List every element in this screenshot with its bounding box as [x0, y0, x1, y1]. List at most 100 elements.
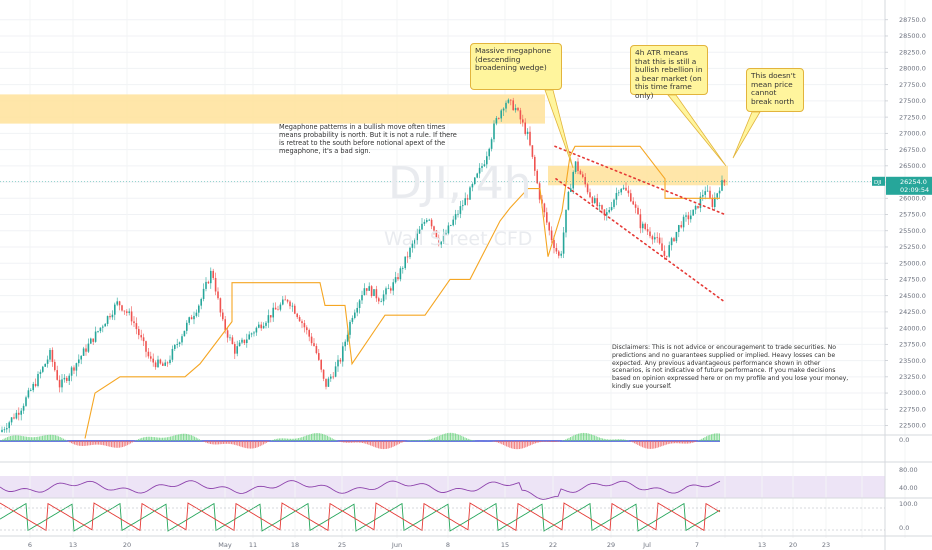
- candle-body: [488, 148, 490, 157]
- candle-body: [282, 299, 284, 305]
- price-tick-label: 24500.0: [899, 292, 926, 300]
- time-tick-label: May: [218, 541, 232, 549]
- candle-body: [250, 333, 253, 335]
- candle-body: [90, 338, 92, 344]
- atr-note[interactable]: 4h ATR means that this is still a bullis…: [630, 45, 708, 100]
- candle-body: [224, 319, 226, 331]
- candle-body: [452, 219, 454, 226]
- candle-body: [176, 344, 178, 345]
- candle-body: [78, 359, 80, 364]
- candle-body: [166, 362, 169, 364]
- candle-body: [217, 291, 219, 299]
- candle-body: [234, 344, 236, 354]
- candle-body: [34, 383, 37, 386]
- candle-body: [500, 110, 502, 119]
- candle-body: [483, 164, 486, 167]
- candle-body: [267, 315, 270, 323]
- price-tick-label: 28250.0: [899, 48, 926, 56]
- candle-body: [270, 315, 272, 318]
- candle-body: [8, 422, 10, 429]
- candle-body: [219, 298, 222, 313]
- candle-body: [320, 359, 322, 370]
- candle-body: [567, 191, 570, 210]
- candle-body: [42, 366, 44, 372]
- price-tick-label: 26750.0: [899, 146, 926, 154]
- candle-body: [685, 215, 687, 217]
- price-tick-label: 25500.0: [899, 227, 926, 235]
- candle-body: [548, 222, 550, 231]
- candle-body: [87, 343, 90, 352]
- price-tick-label: 25750.0: [899, 211, 926, 219]
- resistance-zone-right: [548, 165, 728, 186]
- candle-body: [186, 322, 188, 331]
- candle-body: [330, 376, 332, 379]
- candle-body: [723, 180, 726, 183]
- price-tick-label: 27000.0: [899, 130, 926, 138]
- candle-body: [390, 288, 392, 291]
- candle-body: [594, 198, 596, 203]
- candle-body: [471, 183, 474, 188]
- pattern-annotation[interactable]: Megaphone patterns in a bullish move oft…: [279, 123, 457, 155]
- candlestick-series: [1, 97, 726, 433]
- candle-body: [130, 311, 133, 322]
- price-tick-label: 27750.0: [899, 81, 926, 89]
- candle-body: [121, 305, 123, 311]
- candle-body: [68, 375, 70, 381]
- candle-body: [238, 342, 241, 347]
- candle-body: [318, 353, 320, 360]
- north-note-pointer: [732, 111, 761, 159]
- price-axis[interactable]: 28750.0 28500.0 28250.0 28000.0 27750.0 27500…: [885, 16, 926, 430]
- candle-body: [363, 288, 366, 296]
- candle-body: [296, 313, 298, 318]
- candle-body: [25, 397, 27, 406]
- candle-body: [718, 190, 721, 194]
- candle-body: [142, 337, 145, 342]
- resistance-zone-left: [0, 94, 545, 124]
- candle-body: [1, 429, 3, 432]
- time-tick-label: 13: [69, 541, 77, 549]
- candle-body: [102, 326, 104, 328]
- candle-body: [3, 429, 6, 431]
- candle-body: [51, 349, 54, 362]
- candle-body: [517, 108, 519, 111]
- north-note[interactable]: This doesn't mean price cannot break nor…: [746, 68, 804, 112]
- candle-body: [46, 359, 49, 364]
- price-tick-label: 24000.0: [899, 324, 926, 332]
- megaphone-note[interactable]: Massive megaphone (descending broadening…: [470, 43, 562, 90]
- candle-body: [298, 317, 301, 322]
- candle-body: [663, 250, 666, 256]
- candle-body: [565, 209, 567, 233]
- candle-body: [339, 359, 342, 362]
- candle-body: [231, 337, 234, 345]
- candle-body: [75, 363, 78, 371]
- candle-body: [58, 379, 61, 388]
- candle-body: [92, 338, 94, 342]
- time-axis[interactable]: 6 13 20 May 11 18 25 Jun 8 15 22 29 Jul 7 13 20 23: [28, 541, 830, 549]
- indicator-axes: 0.0 80.00 40.00 100.0 0.0: [899, 436, 918, 532]
- candle-body: [654, 237, 656, 240]
- price-tick-label: 28000.0: [899, 65, 926, 73]
- candle-body: [582, 174, 584, 178]
- candle-body: [562, 232, 565, 254]
- candle-body: [704, 191, 706, 195]
- candle-body: [243, 339, 246, 344]
- candle-body: [56, 370, 58, 380]
- candle-body: [310, 336, 313, 344]
- price-tick-label: 23000.0: [899, 389, 926, 397]
- time-tick-label: 6: [28, 541, 32, 549]
- indicator-tick-label: 80.00: [899, 466, 918, 474]
- symbol-tag-box: [872, 176, 885, 186]
- candle-body: [303, 323, 306, 328]
- megaphone-note-pointer: [544, 89, 574, 169]
- candle-body: [106, 316, 109, 324]
- candle-body: [123, 310, 126, 312]
- support-line: [84, 145, 720, 439]
- candle-body: [169, 359, 171, 364]
- candle-body: [596, 198, 598, 207]
- candle-body: [222, 312, 224, 320]
- last-price-tag: 26254.002:09:54 DJI: [0, 176, 932, 195]
- candle-body: [85, 348, 87, 352]
- callout-pointers: [544, 89, 761, 169]
- candle-body: [658, 237, 661, 244]
- disclaimer-text[interactable]: Disclaimers: This is not advice or encou…: [612, 344, 849, 390]
